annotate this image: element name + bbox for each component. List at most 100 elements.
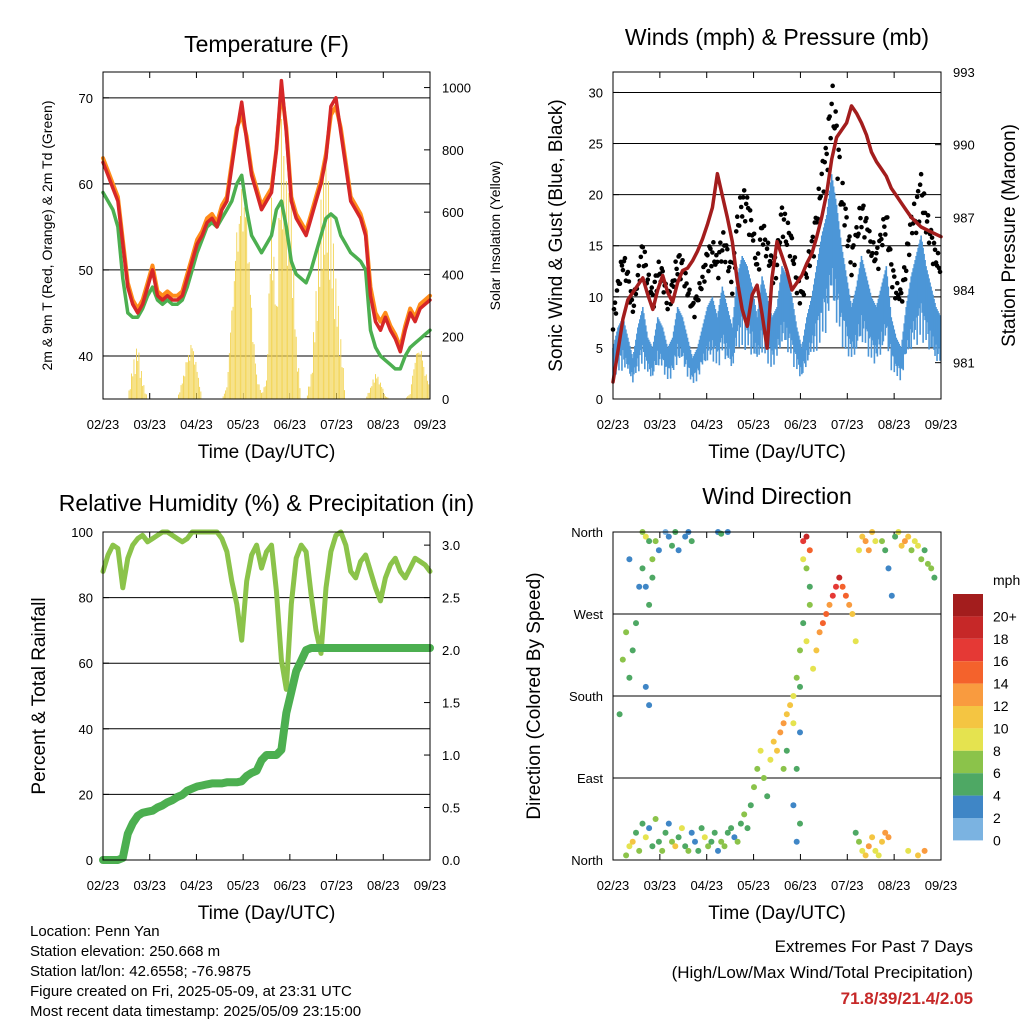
gust-point [760, 242, 766, 247]
direction-point [885, 565, 892, 572]
gust-point [622, 255, 628, 261]
gust-point [830, 83, 835, 89]
direction-point [797, 647, 803, 654]
direction-point [901, 538, 908, 545]
extremes-subtitle: (High/Low/Max Wind/Total Precipitation) [671, 963, 973, 982]
gust-point [613, 311, 619, 316]
direction-point [783, 747, 790, 754]
direction-point [633, 620, 639, 627]
gust-point [929, 235, 935, 240]
legend-swatch [953, 728, 983, 751]
y-tick-label: 60 [79, 656, 93, 671]
gust-point [714, 252, 719, 258]
gust-point [642, 249, 648, 255]
direction-point [639, 565, 646, 572]
direction-point [833, 583, 839, 590]
gust-point [780, 234, 786, 240]
y-axis-label: 2m & 9m T (Red, Orange) & 2m Td (Green) [39, 101, 55, 371]
direction-point [872, 538, 879, 545]
gust-point [635, 272, 641, 278]
direction-point [862, 852, 869, 859]
direction-point [711, 829, 718, 836]
direction-point [882, 829, 889, 836]
gust-point [807, 263, 813, 269]
gust-point [781, 217, 787, 222]
y2-axis-label: Solar Insolation (Yellow) [487, 161, 503, 311]
direction-point [642, 834, 649, 841]
y2-axis-label: Station Pressure (Maroon) [999, 124, 1020, 347]
gust-point [925, 213, 931, 218]
gust-point [725, 268, 731, 274]
gust-point [723, 259, 728, 265]
gust-point [849, 272, 854, 278]
gust-point [761, 223, 767, 229]
direction-point [744, 825, 751, 832]
direction-point [669, 838, 675, 845]
gust-point [711, 240, 716, 245]
extremes-values: 71.8/39/21.4/2.05 [840, 989, 973, 1008]
gust-point [778, 212, 784, 217]
gust-point [898, 290, 904, 296]
x-tick-label: 09/23 [414, 878, 447, 893]
x-tick-label: 08/23 [367, 417, 400, 432]
extremes-panel: Extremes For Past 7 Days (High/Low/Max W… [672, 934, 973, 1012]
gust-point [883, 232, 888, 237]
x-tick-label: 03/23 [644, 878, 677, 893]
gust-point [913, 230, 919, 236]
legend-swatch [953, 795, 983, 818]
x-axis-label: Time (Day/UTC) [198, 903, 336, 924]
direction-point [646, 702, 653, 709]
direction-point [741, 811, 748, 818]
station-elevation: Station elevation: 250.668 m [30, 943, 221, 960]
gust-point [842, 223, 847, 228]
extremes-title: Extremes For Past 7 Days [774, 937, 973, 956]
direction-point [797, 683, 803, 690]
direction-point [718, 838, 725, 845]
direction-point [790, 720, 797, 727]
x-tick-label: 07/23 [320, 878, 353, 893]
gust-point [728, 279, 734, 285]
direction-point [846, 601, 853, 608]
gust-point [677, 253, 682, 258]
gust-point [646, 272, 652, 278]
gust-point [918, 171, 924, 177]
legend-label: 14 [993, 676, 1009, 692]
gust-point [911, 201, 917, 207]
x-tick-label: 06/23 [274, 878, 307, 893]
y2-tick-label: 1000 [442, 81, 471, 96]
plot-frame [612, 71, 942, 400]
gust-point [792, 255, 798, 260]
direction-point [655, 547, 662, 554]
gust-point [810, 234, 816, 240]
gust-point [784, 242, 790, 248]
direction-point [839, 583, 846, 590]
gust-point [715, 259, 720, 265]
direction-point [662, 829, 669, 836]
y-tick-label: 60 [79, 177, 93, 192]
x-tick-label: 05/23 [227, 417, 260, 432]
direction-point [623, 629, 630, 636]
x-tick-label: 02/23 [87, 878, 120, 893]
direction-point [836, 574, 843, 581]
gust-point [703, 262, 708, 268]
y-tick-label: 0 [596, 392, 603, 407]
gust-point [926, 240, 932, 246]
direction-point [875, 852, 882, 859]
gust-point [773, 275, 779, 281]
direction-point [705, 843, 712, 850]
plot-frame [102, 531, 431, 861]
direction-point [806, 583, 813, 590]
gust-point [931, 240, 937, 246]
gust-point [650, 292, 656, 297]
y-tick-label: 20 [79, 787, 93, 802]
gust-point [841, 202, 846, 207]
direction-point [797, 729, 803, 736]
gust-point [890, 268, 896, 273]
x-tick-label: 04/23 [180, 417, 213, 432]
gust-point [687, 287, 692, 293]
gust-point [692, 314, 697, 320]
gust-point [840, 180, 845, 186]
gust-point [828, 135, 833, 141]
y-tick-label: East [577, 771, 603, 786]
gust-point [617, 281, 623, 287]
